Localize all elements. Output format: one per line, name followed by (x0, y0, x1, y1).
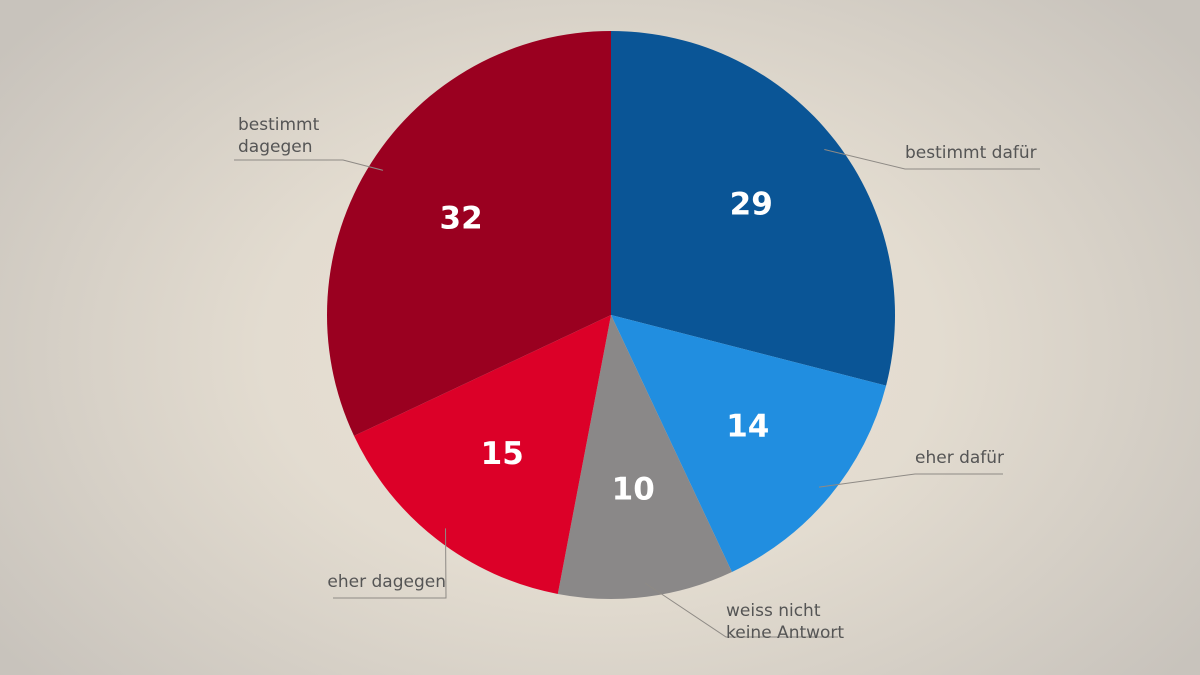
slice-category-label-line: bestimmt dafür (905, 143, 1037, 163)
slice-category-label: bestimmt dafür (905, 143, 1037, 163)
pie-slice (557, 315, 732, 600)
leader-line (234, 159, 384, 171)
slice-category-label-line: dagegen (238, 137, 312, 157)
slice-value-label: 10 (612, 472, 655, 508)
slice-category-label-line: bestimmt (238, 115, 320, 135)
slice-labels-group: bestimmt dafür eher dafür weiss nicht keine… (238, 115, 1037, 643)
value-labels-group: 29 14 10 15 32 (440, 187, 773, 508)
slice-category-label-line: eher dafür (915, 448, 1004, 468)
slice-category-label: bestimmt dagegen (238, 115, 320, 157)
slice-value-label: 15 (481, 436, 524, 472)
pie-slice (354, 315, 611, 594)
slice-value-label: 32 (440, 200, 483, 236)
slice-value-label: 29 (730, 187, 773, 223)
leader-lines-group (234, 149, 1040, 638)
leader-line (333, 528, 447, 599)
leader-line (818, 473, 1003, 488)
slice-category-label-line: keine Antwort (726, 623, 844, 643)
pie-slice (611, 315, 887, 572)
slices-group (327, 31, 895, 600)
slice-category-label: eher dagegen (327, 572, 446, 592)
pie-slice (327, 31, 611, 436)
pie-slice (611, 31, 895, 386)
leader-line (824, 149, 1040, 170)
slice-category-label-line: weiss nicht (726, 601, 821, 621)
slice-category-label: eher dafür (915, 448, 1004, 468)
slice-value-label: 14 (726, 409, 769, 445)
leader-line (644, 582, 838, 638)
slice-category-label: weiss nicht keine Antwort (726, 601, 844, 643)
slice-category-label-line: eher dagegen (327, 572, 446, 592)
